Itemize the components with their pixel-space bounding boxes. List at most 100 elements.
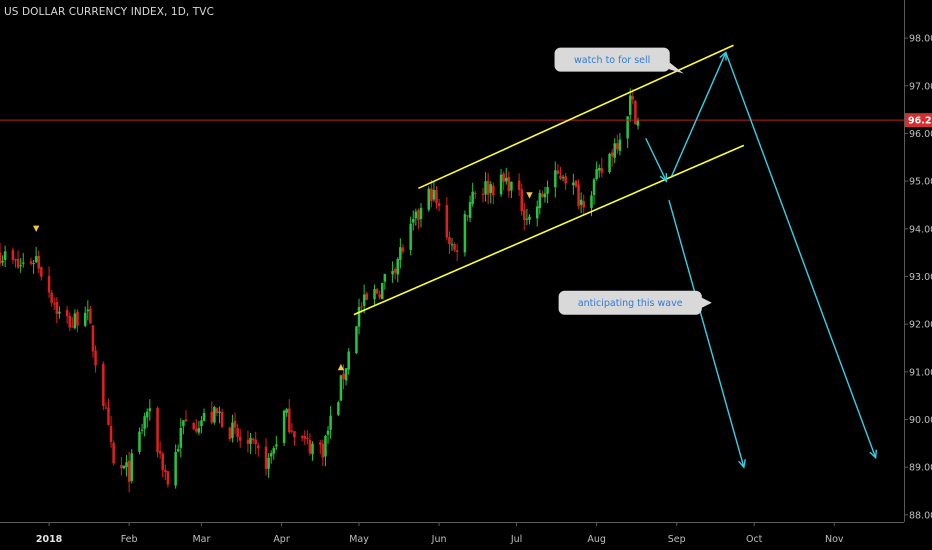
candle: [409, 216, 412, 256]
candle: [427, 186, 431, 212]
candle: [267, 453, 270, 478]
candle-body: [47, 276, 51, 293]
candle: [564, 172, 567, 190]
candle: [251, 437, 255, 444]
candle: [52, 297, 56, 310]
candle-body: [337, 402, 340, 415]
candle: [300, 434, 304, 442]
candle: [161, 451, 164, 478]
candle: [613, 138, 616, 164]
candle: [401, 244, 405, 255]
candle-body: [34, 256, 38, 263]
candle: [616, 134, 619, 154]
candle: [535, 200, 539, 227]
callout[interactable]: anticipating this wave: [558, 290, 712, 315]
candle: [419, 203, 423, 228]
candle: [122, 465, 126, 470]
candle-body: [120, 465, 123, 469]
candle: [393, 266, 397, 280]
candle: [249, 432, 252, 454]
candle-body: [618, 139, 622, 151]
candle: [383, 273, 387, 290]
candle-body: [71, 326, 74, 328]
candle-body: [600, 168, 604, 173]
candle-body: [1, 260, 4, 263]
candle-body: [195, 428, 198, 432]
signal-marker: [337, 363, 345, 371]
candle: [489, 181, 492, 204]
candle: [257, 442, 260, 457]
candle: [238, 429, 242, 448]
candle: [628, 88, 632, 123]
channel-line[interactable]: [353, 144, 745, 316]
candle-body: [0, 252, 2, 264]
candle-body: [272, 447, 276, 454]
candle-body: [463, 214, 467, 253]
y-tick-label: 93.00: [909, 272, 932, 283]
candle: [520, 183, 523, 216]
candle-body: [269, 453, 273, 457]
candle-body: [342, 373, 345, 380]
candle: [47, 266, 51, 298]
candle-body: [597, 168, 601, 171]
candle-body: [450, 244, 454, 246]
candle: [166, 470, 170, 488]
candle: [337, 400, 340, 417]
candle-body: [543, 193, 547, 198]
candle-body: [595, 169, 598, 179]
candle: [502, 171, 505, 191]
candle-body: [246, 439, 250, 444]
candle-body: [517, 180, 521, 190]
candle-body: [306, 437, 309, 439]
candle: [375, 287, 379, 295]
candle: [34, 246, 38, 263]
candle: [528, 214, 531, 225]
candle-body: [546, 187, 549, 194]
candle-body: [275, 444, 278, 447]
candle-body: [541, 193, 544, 198]
callout[interactable]: watch to for sell: [554, 47, 684, 74]
candle: [86, 300, 90, 321]
candle-body: [453, 244, 456, 250]
candle-body: [233, 420, 237, 428]
candle: [610, 149, 614, 167]
signal-marker: [526, 192, 533, 199]
projection-arrow[interactable]: [668, 200, 746, 469]
candle-body: [492, 185, 495, 196]
channel-line[interactable]: [418, 44, 734, 190]
signal-marker: [32, 225, 40, 233]
candle: [202, 408, 206, 422]
x-tick-label: Aug: [587, 534, 606, 545]
candle: [453, 242, 456, 252]
candle: [319, 439, 322, 455]
projection-arrow[interactable]: [645, 137, 668, 183]
candle-body: [636, 119, 640, 126]
projection-arrow[interactable]: [725, 52, 878, 460]
candle-body: [466, 215, 469, 217]
candle-body: [174, 451, 177, 486]
candle-body: [473, 193, 477, 195]
candle: [65, 305, 69, 324]
candle: [55, 297, 59, 324]
candle-body: [430, 188, 433, 201]
candle: [73, 309, 77, 330]
candle: [236, 423, 239, 443]
candle: [174, 444, 177, 489]
candle: [445, 197, 449, 241]
candle-body: [399, 247, 402, 260]
candle-body: [138, 431, 141, 452]
candle: [412, 210, 415, 231]
candle-body: [254, 439, 257, 445]
candle: [16, 250, 20, 269]
candle-body: [626, 116, 629, 139]
y-tick-label: 90.00: [909, 415, 932, 426]
candle: [559, 166, 562, 181]
candle: [231, 414, 234, 443]
arrow-head: [659, 173, 668, 183]
candle-body: [455, 250, 459, 252]
candle-body: [89, 308, 92, 324]
candle: [158, 441, 162, 459]
candle-body: [21, 262, 25, 264]
candle: [50, 289, 53, 307]
